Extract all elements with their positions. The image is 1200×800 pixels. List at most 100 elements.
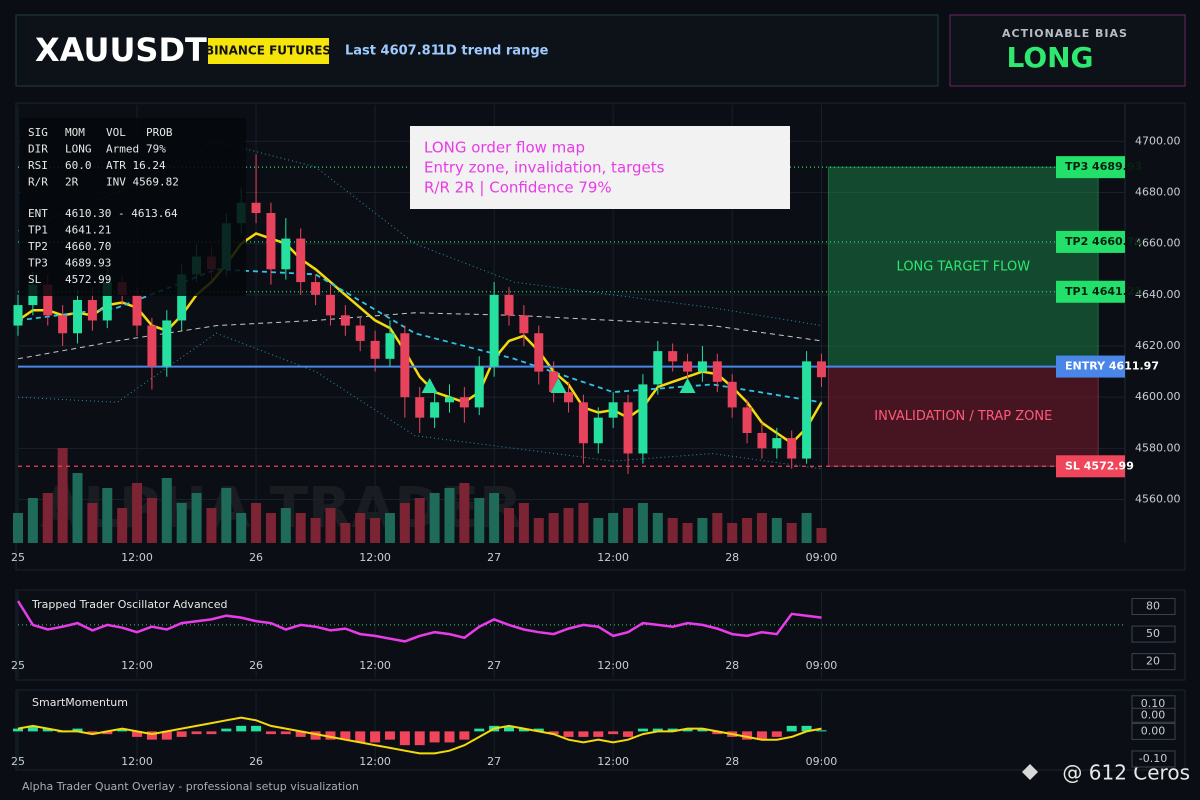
y-tick-label: 20 bbox=[1146, 655, 1160, 668]
candle-body bbox=[311, 282, 321, 295]
histogram-bar bbox=[13, 728, 23, 732]
candle-body bbox=[355, 325, 365, 341]
value-tag bbox=[1131, 707, 1176, 723]
volume-bar bbox=[384, 513, 395, 543]
candle-body bbox=[638, 384, 648, 454]
histogram-bar bbox=[221, 728, 232, 732]
candle-body bbox=[147, 325, 157, 367]
histogram-bar bbox=[340, 731, 351, 740]
volume-bar bbox=[756, 513, 767, 543]
volume-bar bbox=[27, 498, 38, 543]
y-tick-box bbox=[1131, 598, 1176, 616]
zone bbox=[827, 366, 1099, 467]
y-tick-label: 4580.00 bbox=[1135, 441, 1181, 454]
volume-bar bbox=[712, 513, 723, 543]
volume-bar bbox=[727, 523, 738, 543]
volume-bar bbox=[742, 518, 753, 543]
value-tag-label: 0.00 bbox=[1141, 708, 1166, 721]
histogram-bar bbox=[206, 731, 217, 735]
volume-bar bbox=[801, 513, 812, 543]
bias-box bbox=[949, 14, 1186, 87]
candle-body bbox=[102, 282, 112, 321]
stat-cell: Armed bbox=[106, 143, 139, 156]
bias-value: LONG bbox=[1006, 41, 1093, 74]
volume-bar bbox=[251, 503, 262, 543]
candle-body bbox=[742, 407, 752, 433]
level-label: TP2 4660.70 bbox=[1065, 235, 1142, 248]
candle-body bbox=[519, 315, 529, 334]
stat-cell: MOM bbox=[65, 126, 85, 139]
x-tick-label: 12:00 bbox=[121, 659, 153, 672]
x-tick-label: 25 bbox=[11, 659, 25, 672]
candle-body bbox=[623, 402, 633, 454]
overlay: SIG MOM VOL PROB DIR LONG Armed 79% RSI 60.0 ATR 1… bbox=[20, 118, 790, 296]
volume-bar bbox=[697, 518, 708, 543]
zone-label: INVALIDATION / TRAP ZONE bbox=[874, 409, 1052, 424]
histogram-bar bbox=[548, 731, 559, 735]
volume-bar bbox=[682, 523, 693, 543]
candle-body bbox=[459, 397, 469, 408]
histogram-bar bbox=[42, 728, 53, 732]
x-tick-label: 26 bbox=[249, 551, 263, 564]
y-tick-label: 4560.00 bbox=[1135, 493, 1181, 506]
y-tick-box bbox=[1131, 625, 1176, 643]
stat-cell: SIG bbox=[28, 126, 48, 139]
volume-bar bbox=[206, 508, 217, 543]
candle-body bbox=[13, 305, 23, 326]
volume-bar bbox=[146, 498, 157, 543]
badge-text: BINANCE FUTURES bbox=[205, 44, 331, 58]
histogram-bar bbox=[27, 725, 38, 732]
volume-bar bbox=[191, 493, 202, 543]
histogram-bar bbox=[652, 728, 663, 732]
volume-bar bbox=[578, 503, 589, 543]
volume-bar bbox=[132, 483, 143, 543]
volume-bar bbox=[504, 508, 515, 543]
candle-body bbox=[772, 438, 782, 449]
candle-body bbox=[504, 294, 514, 316]
candle-body bbox=[802, 361, 812, 459]
histogram-bar bbox=[310, 731, 321, 740]
x-tick-label: 09:00 bbox=[806, 659, 838, 672]
histogram-bar bbox=[786, 725, 797, 732]
volume-bar bbox=[608, 513, 619, 543]
candle-body bbox=[816, 361, 826, 378]
y-tick-label: 50 bbox=[1146, 627, 1160, 640]
footer: Alpha Trader Quant Overlay - professiona… bbox=[22, 780, 359, 793]
x-tick-label: 25 bbox=[11, 755, 25, 768]
histogram-bar bbox=[414, 731, 425, 746]
oscillator-panel bbox=[15, 589, 1186, 681]
x-tick-label: 27 bbox=[487, 551, 501, 564]
badge bbox=[208, 38, 329, 64]
candle-body bbox=[177, 274, 187, 321]
volume-bar bbox=[637, 503, 648, 543]
volume-bar bbox=[489, 493, 500, 543]
y-tick-label: 80 bbox=[1146, 600, 1160, 613]
x-tick-label: 12:00 bbox=[597, 551, 629, 564]
volume-bar bbox=[340, 523, 351, 543]
volume-bar bbox=[533, 518, 544, 543]
x-tick-label: 12:00 bbox=[121, 755, 153, 768]
histogram-bar bbox=[399, 731, 410, 746]
callout-line: LONG order flow map bbox=[424, 139, 585, 157]
candle-body bbox=[162, 320, 172, 367]
panel-title: Trapped Trader Oscillator Advanced bbox=[31, 598, 227, 611]
volume-bar bbox=[87, 503, 98, 543]
histogram-bar bbox=[236, 725, 247, 732]
histogram-bar bbox=[474, 728, 485, 732]
histogram-bar bbox=[459, 731, 470, 740]
volume-bar bbox=[221, 488, 232, 543]
volume-bar bbox=[280, 508, 291, 543]
candle-body bbox=[430, 402, 440, 418]
histogram-bar bbox=[563, 731, 574, 737]
y-tick-box bbox=[1131, 653, 1176, 671]
volume-bar bbox=[518, 503, 529, 543]
volume-bar bbox=[399, 503, 410, 543]
candle-body bbox=[43, 284, 53, 316]
stat-cell: TP3 bbox=[28, 257, 48, 270]
signal-marker bbox=[421, 377, 438, 393]
candle-body bbox=[683, 361, 693, 372]
signal-marker bbox=[550, 377, 567, 393]
y-tick-label: 0.10 bbox=[1141, 697, 1166, 710]
candle-body bbox=[712, 361, 722, 382]
histogram-bar bbox=[801, 725, 812, 732]
